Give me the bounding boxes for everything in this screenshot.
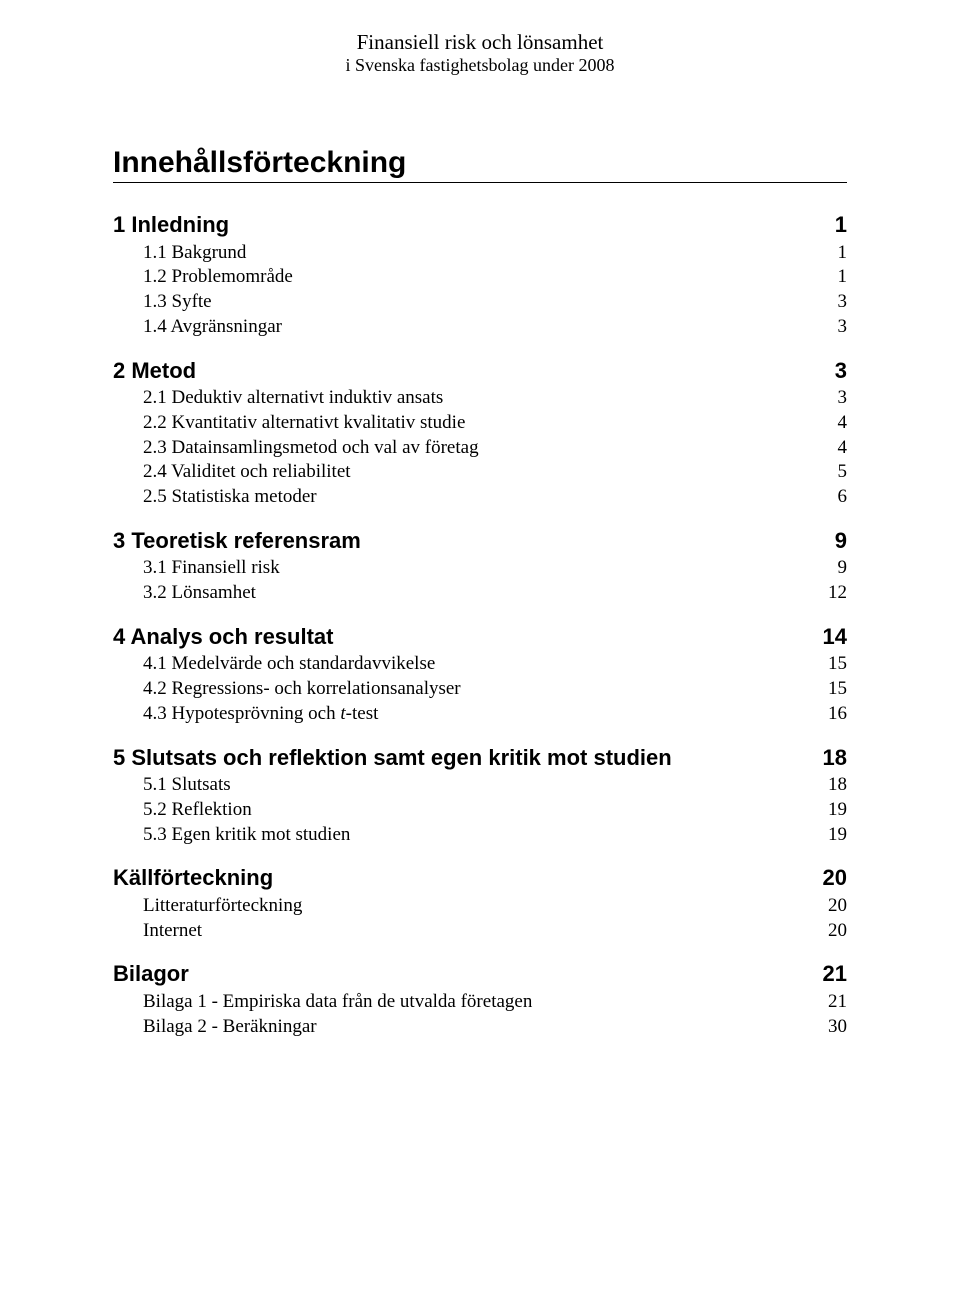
toc-subentry: 1.3 Syfte 3 (113, 290, 847, 314)
toc-label: Bilaga 1 - Empiriska data från de utvald… (143, 990, 532, 1014)
table-of-contents: 1 Inledning11.1 Bakgrund11.2 Problemområ… (113, 211, 847, 1038)
toc-label: 2 Metod (113, 357, 196, 385)
toc-label: 4.3 Hypotesprövning och t-test (143, 702, 378, 726)
toc-subentry: 5.3 Egen kritik mot studien 19 (113, 823, 847, 847)
toc-page-number: 3 (825, 290, 847, 314)
toc-label: 2.1 Deduktiv alternativt induktiv ansats (143, 386, 443, 410)
toc-label: 4.1 Medelvärde och standardavvikelse (143, 652, 435, 676)
toc-label: 1 Inledning (113, 211, 229, 239)
toc-label: 2.4 Validitet och reliabilitet (143, 460, 351, 484)
page: Finansiell risk och lönsamhet i Svenska … (0, 0, 960, 1315)
toc-label-italic: t- (340, 703, 352, 724)
toc-page-number: 20 (825, 894, 847, 918)
toc-page-number: 1 (825, 211, 847, 239)
toc-page-number: 14 (823, 623, 847, 651)
toc-page-number: 1 (825, 265, 847, 289)
toc-label: Litteraturförteckning (143, 894, 302, 918)
toc-label: Bilaga 2 - Beräkningar (143, 1015, 317, 1039)
toc-subentry: Internet 20 (113, 919, 847, 943)
toc-heading: Bilagor 21 (113, 960, 847, 988)
toc-label: 5.1 Slutsats (143, 773, 231, 797)
toc-heading: 2 Metod 3 (113, 357, 847, 385)
toc-subentry: 2.3 Datainsamlingsmetod och val av föret… (113, 436, 847, 460)
toc-page-number: 19 (825, 798, 847, 822)
toc-label: 2.3 Datainsamlingsmetod och val av föret… (143, 436, 479, 460)
toc-label: 3 Teoretisk referensram (113, 527, 361, 555)
toc-page-number: 20 (825, 919, 847, 943)
toc-label: 4 Analys och resultat (113, 623, 333, 651)
toc-label: 3.1 Finansiell risk (143, 556, 280, 580)
toc-label: Internet (143, 919, 202, 943)
toc-page-number: 21 (825, 990, 847, 1014)
toc-label: 1.2 Problemområde (143, 265, 293, 289)
toc-subentry: 3.1 Finansiell risk 9 (113, 556, 847, 580)
toc-page-number: 3 (825, 386, 847, 410)
toc-subentry: 5.2 Reflektion 19 (113, 798, 847, 822)
page-title: Innehållsförteckning (113, 146, 847, 180)
toc-page-number: 15 (825, 652, 847, 676)
toc-page-number: 9 (825, 556, 847, 580)
toc-label: 4.2 Regressions- och korrelationsanalyse… (143, 677, 461, 701)
toc-label: 5 Slutsats och reflektion samt egen krit… (113, 744, 672, 772)
toc-heading: Källförteckning 20 (113, 864, 847, 892)
toc-page-number: 20 (823, 864, 847, 892)
toc-page-number: 15 (825, 677, 847, 701)
toc-subentry: 5.1 Slutsats 18 (113, 773, 847, 797)
toc-subentry: 2.2 Kvantitativ alternativt kvalitativ s… (113, 411, 847, 435)
toc-subentry: Bilaga 1 - Empiriska data från de utvald… (113, 990, 847, 1014)
toc-page-number: 3 (825, 357, 847, 385)
toc-subentry: 4.3 Hypotesprövning och t-test 16 (113, 702, 847, 726)
running-header: Finansiell risk och lönsamhet i Svenska … (113, 30, 847, 76)
toc-subentry: Bilaga 2 - Beräkningar 30 (113, 1015, 847, 1039)
toc-subentry: 2.4 Validitet och reliabilitet 5 (113, 460, 847, 484)
toc-heading: 3 Teoretisk referensram 9 (113, 527, 847, 555)
toc-label-suffix: test (352, 703, 378, 724)
header-title: Finansiell risk och lönsamhet (113, 30, 847, 55)
toc-label: Källförteckning (113, 864, 273, 892)
toc-page-number: 4 (825, 411, 847, 435)
toc-label: 1.3 Syfte (143, 290, 212, 314)
toc-label: 1.1 Bakgrund (143, 241, 246, 265)
toc-heading: 1 Inledning 1 (113, 211, 847, 239)
toc-subentry: 1.2 Problemområde 1 (113, 265, 847, 289)
toc-label: 5.3 Egen kritik mot studien (143, 823, 350, 847)
toc-subentry: 1.4 Avgränsningar 3 (113, 315, 847, 339)
toc-label: 3.2 Lönsamhet (143, 581, 256, 605)
toc-page-number: 3 (825, 315, 847, 339)
toc-subentry: 4.2 Regressions- och korrelationsanalyse… (113, 677, 847, 701)
toc-label: 5.2 Reflektion (143, 798, 252, 822)
toc-page-number: 18 (823, 744, 847, 772)
toc-heading: 5 Slutsats och reflektion samt egen krit… (113, 744, 847, 772)
toc-page-number: 6 (825, 485, 847, 509)
toc-page-number: 16 (825, 702, 847, 726)
toc-label: Bilagor (113, 960, 189, 988)
toc-heading: 4 Analys och resultat 14 (113, 623, 847, 651)
toc-subentry: 4.1 Medelvärde och standardavvikelse 15 (113, 652, 847, 676)
toc-page-number: 9 (825, 527, 847, 555)
toc-page-number: 18 (825, 773, 847, 797)
toc-page-number: 4 (825, 436, 847, 460)
toc-page-number: 19 (825, 823, 847, 847)
toc-subentry: 3.2 Lönsamhet 12 (113, 581, 847, 605)
toc-page-number: 12 (825, 581, 847, 605)
toc-subentry: Litteraturförteckning 20 (113, 894, 847, 918)
toc-page-number: 21 (823, 960, 847, 988)
title-underline (113, 182, 847, 183)
toc-label: 2.5 Statistiska metoder (143, 485, 317, 509)
toc-subentry: 1.1 Bakgrund 1 (113, 241, 847, 265)
toc-page-number: 1 (825, 241, 847, 265)
toc-label: 2.2 Kvantitativ alternativt kvalitativ s… (143, 411, 465, 435)
toc-subentry: 2.1 Deduktiv alternativt induktiv ansats… (113, 386, 847, 410)
toc-page-number: 5 (825, 460, 847, 484)
toc-label: 1.4 Avgränsningar (143, 315, 282, 339)
toc-subentry: 2.5 Statistiska metoder 6 (113, 485, 847, 509)
header-subtitle: i Svenska fastighetsbolag under 2008 (113, 55, 847, 76)
toc-page-number: 30 (825, 1015, 847, 1039)
